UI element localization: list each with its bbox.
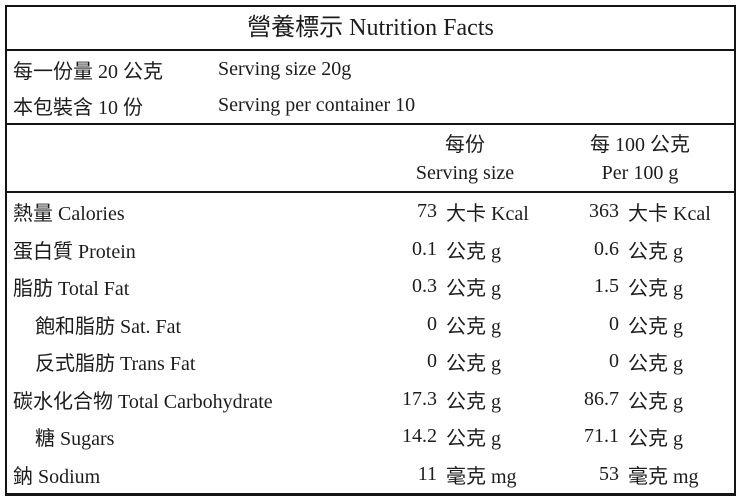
- serving-value: 17.3: [402, 387, 437, 410]
- nutrient-row-sugars: 糖 Sugars 14.2 公克 g 71.1 公克 g: [7, 418, 734, 456]
- per100-unit: 公克 g: [628, 428, 683, 451]
- serving-value: 11: [417, 462, 437, 485]
- serving-value: 14.2: [402, 425, 437, 448]
- nutrient-row-trans-fat: 反式脂肪 Trans Fat 0 公克 g 0 公克 g: [7, 343, 734, 381]
- serving-value: 0.3: [412, 275, 437, 298]
- nutrient-label: 蛋白質 Protein: [13, 240, 136, 263]
- serving-unit: 公克 g: [446, 240, 501, 263]
- per100-unit: 公克 g: [628, 240, 683, 263]
- per100-value: 0.6: [594, 237, 619, 260]
- per100-unit: 大卡 Kcal: [628, 203, 711, 226]
- nutrient-row-sodium: 鈉 Sodium 11 毫克 mg 53 毫克 mg: [7, 456, 734, 494]
- nutrient-label: 脂肪 Total Fat: [13, 278, 130, 301]
- serving-value: 0.1: [412, 237, 437, 260]
- per100-value: 0: [609, 312, 619, 335]
- serving-unit: 公克 g: [446, 315, 501, 338]
- servings-per-container-zh: 本包裝含 10 份: [13, 96, 143, 119]
- serving-unit: 大卡 Kcal: [446, 203, 529, 226]
- serving-value: 0: [427, 312, 437, 335]
- serving-info-section: 每一份量 20 公克 Serving size 20g 本包裝含 10 份 Se…: [7, 51, 734, 125]
- nutrient-label: 碳水化合物 Total Carbohydrate: [13, 390, 273, 413]
- servings-per-container-row: 本包裝含 10 份 Serving per container 10: [13, 87, 734, 123]
- nutrition-facts-table: 營養標示 Nutrition Facts 每一份量 20 公克 Serving …: [5, 5, 736, 496]
- serving-size-row: 每一份量 20 公克 Serving size 20g: [13, 51, 734, 87]
- nutrition-facts-title: 營養標示 Nutrition Facts: [7, 7, 734, 51]
- nutrient-label: 反式脂肪 Trans Fat: [35, 353, 196, 376]
- serving-value: 73: [417, 200, 437, 223]
- column-header-per-serving: 每份 Serving size: [345, 131, 585, 187]
- nutrient-label: 飽和脂肪 Sat. Fat: [35, 315, 182, 338]
- per-100g-header-en: Per 100 g: [601, 162, 679, 184]
- column-headers: 每份 Serving size 每 100 公克 Per 100 g: [7, 125, 734, 193]
- nutrient-row-total-fat: 脂肪 Total Fat 0.3 公克 g 1.5 公克 g: [7, 268, 734, 306]
- serving-unit: 公克 g: [446, 353, 501, 376]
- per-100g-header-zh: 每 100 公克: [590, 134, 690, 156]
- per100-value: 363: [589, 200, 619, 223]
- serving-unit: 公克 g: [446, 390, 501, 413]
- serving-size-zh: 每一份量 20 公克: [13, 60, 163, 83]
- nutrient-row-saturated-fat: 飽和脂肪 Sat. Fat 0 公克 g 0 公克 g: [7, 306, 734, 344]
- nutrient-row-calories: 熱量 Calories 73 大卡 Kcal 363 大卡 Kcal: [7, 193, 734, 231]
- per100-unit: 公克 g: [628, 315, 683, 338]
- column-header-per-100g: 每 100 公克 Per 100 g: [530, 131, 750, 187]
- nutrient-label: 糖 Sugars: [35, 428, 115, 451]
- per-serving-header-zh: 每份: [445, 134, 485, 156]
- per100-value: 53: [599, 462, 619, 485]
- nutrient-row-protein: 蛋白質 Protein 0.1 公克 g 0.6 公克 g: [7, 231, 734, 269]
- servings-per-container-en: Serving per container 10: [218, 93, 416, 116]
- per100-value: 1.5: [594, 275, 619, 298]
- nutrient-rows: 熱量 Calories 73 大卡 Kcal 363 大卡 Kcal 蛋白質 P…: [7, 193, 734, 493]
- per100-unit: 公克 g: [628, 353, 683, 376]
- per100-value: 0: [609, 350, 619, 373]
- per100-unit: 公克 g: [628, 390, 683, 413]
- serving-size-en: Serving size 20g: [218, 57, 352, 80]
- serving-unit: 公克 g: [446, 278, 501, 301]
- serving-unit: 毫克 mg: [446, 465, 517, 488]
- serving-unit: 公克 g: [446, 428, 501, 451]
- nutrient-label: 鈉 Sodium: [13, 465, 101, 488]
- per100-unit: 毫克 mg: [628, 465, 699, 488]
- per100-value: 86.7: [584, 387, 619, 410]
- per100-value: 71.1: [584, 425, 619, 448]
- nutrient-label: 熱量 Calories: [13, 203, 125, 226]
- per-serving-header-en: Serving size: [415, 162, 515, 184]
- serving-value: 0: [427, 350, 437, 373]
- per100-unit: 公克 g: [628, 278, 683, 301]
- nutrient-row-total-carbohydrate: 碳水化合物 Total Carbohydrate 17.3 公克 g 86.7 …: [7, 381, 734, 419]
